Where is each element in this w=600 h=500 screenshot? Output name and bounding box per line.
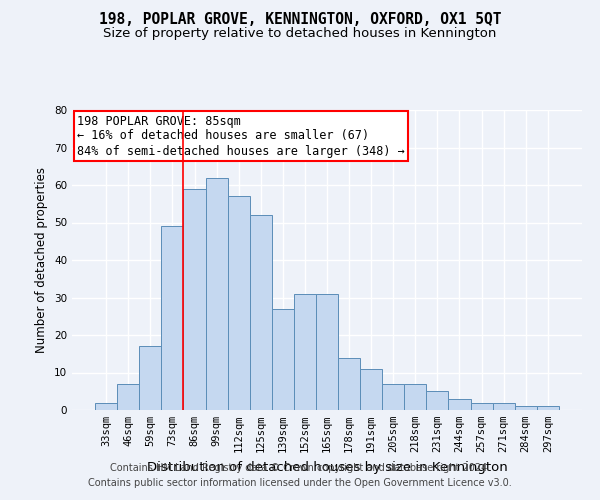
- Text: 198 POPLAR GROVE: 85sqm
← 16% of detached houses are smaller (67)
84% of semi-de: 198 POPLAR GROVE: 85sqm ← 16% of detache…: [77, 114, 405, 158]
- Text: Contains HM Land Registry data © Crown copyright and database right 2024.
Contai: Contains HM Land Registry data © Crown c…: [88, 462, 512, 487]
- Bar: [470, 402, 493, 410]
- Y-axis label: Number of detached properties: Number of detached properties: [35, 167, 49, 353]
- Bar: [404, 384, 427, 410]
- Bar: [206, 178, 227, 410]
- Text: 198, POPLAR GROVE, KENNINGTON, OXFORD, OX1 5QT: 198, POPLAR GROVE, KENNINGTON, OXFORD, O…: [99, 12, 501, 28]
- Bar: [448, 399, 470, 410]
- Bar: [382, 384, 404, 410]
- Bar: [250, 215, 272, 410]
- Bar: [227, 196, 250, 410]
- Bar: [338, 358, 360, 410]
- Bar: [360, 369, 382, 410]
- Bar: [515, 406, 537, 410]
- Bar: [117, 384, 139, 410]
- Text: Size of property relative to detached houses in Kennington: Size of property relative to detached ho…: [103, 28, 497, 40]
- Bar: [161, 226, 184, 410]
- Bar: [184, 188, 206, 410]
- X-axis label: Distribution of detached houses by size in Kennington: Distribution of detached houses by size …: [146, 460, 508, 473]
- Bar: [427, 391, 448, 410]
- Bar: [272, 308, 294, 410]
- Bar: [139, 346, 161, 410]
- Bar: [537, 406, 559, 410]
- Bar: [294, 294, 316, 410]
- Bar: [493, 402, 515, 410]
- Bar: [95, 402, 117, 410]
- Bar: [316, 294, 338, 410]
